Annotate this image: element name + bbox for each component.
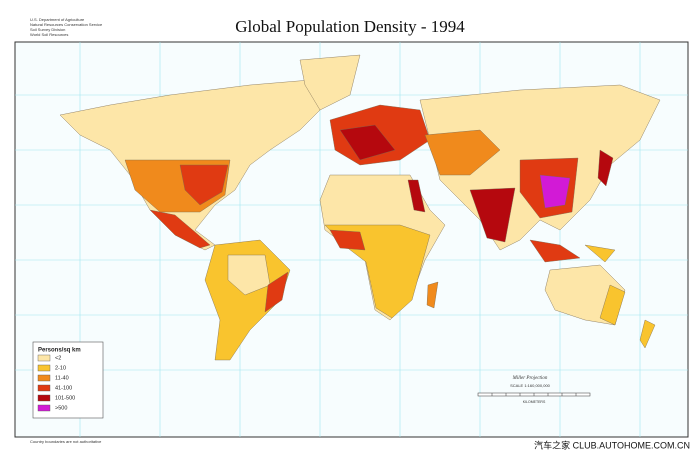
footer-note: Country boundaries are not authoritative xyxy=(30,439,102,444)
legend-label: 41-100 xyxy=(55,385,72,391)
scale-unit: KILOMETERS xyxy=(523,400,546,404)
map-title: Global Population Density - 1994 xyxy=(235,17,465,36)
legend-swatch xyxy=(37,364,51,372)
legend-label: >500 xyxy=(55,405,67,411)
legend: Persons/sq km <2 2-10 11-40 41-100 101-500 >5… xyxy=(32,341,104,419)
legend-swatch xyxy=(37,384,51,392)
agency-line: U.S. Department of Agriculture xyxy=(30,17,85,22)
legend-swatch xyxy=(37,394,51,402)
agency-line: Natural Resources Conservation Service xyxy=(30,22,103,27)
scale-block: Miller Projection SCALE 1:160,000,000 KI… xyxy=(477,376,591,404)
scale-ratio: SCALE 1:160,000,000 xyxy=(510,383,551,388)
scale-divisions xyxy=(491,393,577,396)
agency-line: World Soil Resources xyxy=(30,32,68,37)
watermark: 汽车之家 CLUB.AUTOHOME.COM.CN xyxy=(534,439,690,450)
land xyxy=(59,54,661,361)
legend-label: <2 xyxy=(55,355,61,361)
legend-title: Persons/sq km xyxy=(38,348,81,354)
legend-swatch xyxy=(37,374,51,382)
legend-label: 11-40 xyxy=(55,375,69,381)
legend-swatch xyxy=(37,354,51,362)
legend-swatch xyxy=(37,404,51,412)
projection: Miller Projection xyxy=(512,376,548,381)
agency-line: Soil Survey Division xyxy=(30,27,65,32)
legend-label: 101-500 xyxy=(55,395,75,401)
legend-label: 2-10 xyxy=(55,365,66,371)
